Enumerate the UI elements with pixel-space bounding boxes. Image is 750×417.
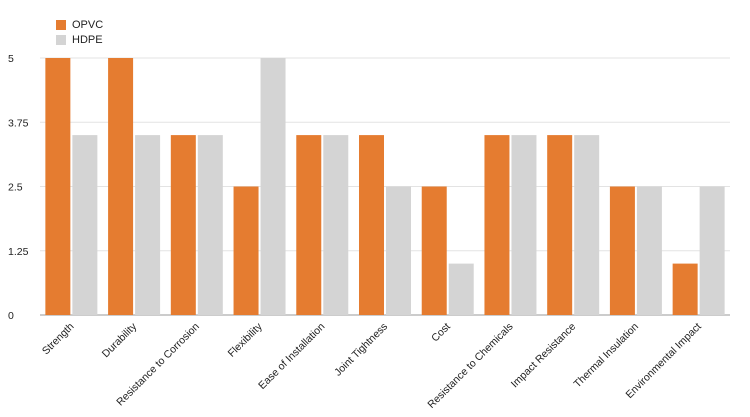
bar-hdpe (574, 135, 600, 315)
bar-opvc (296, 135, 322, 315)
bar-opvc (547, 135, 573, 315)
bar-opvc (672, 263, 698, 315)
bar-hdpe (699, 186, 725, 315)
bar-opvc (359, 135, 384, 315)
bar-hdpe (636, 186, 662, 315)
x-tick-label: Flexibility (226, 320, 266, 360)
y-tick-label: 5 (8, 53, 14, 65)
y-tick-label: 1.25 (8, 246, 29, 258)
x-tick-label: Joint Tightness (332, 321, 390, 379)
legend-label-hdpe: HDPE (72, 33, 103, 46)
y-tick-label: 2.5 (8, 182, 23, 194)
y-tick-label: 0 (8, 310, 14, 322)
legend-swatch-hdpe (56, 34, 66, 45)
x-tick-label: Thermal Insulation (571, 321, 641, 391)
bar-opvc (484, 135, 510, 315)
bar-hdpe (135, 135, 161, 315)
bar-hdpe (511, 135, 537, 315)
bar-opvc (421, 186, 447, 315)
legend-item-hdpe: HDPE (56, 32, 103, 47)
bar-opvc (108, 58, 134, 315)
bar-hdpe (72, 135, 98, 315)
bar-opvc (609, 186, 635, 315)
bar-hdpe (448, 263, 474, 315)
bar-hdpe (260, 58, 286, 315)
y-tick-label: 3.75 (8, 117, 29, 129)
legend: OPVC HDPE (56, 17, 103, 47)
legend-label-opvc: OPVC (72, 18, 104, 31)
x-tick-label: Durability (100, 320, 140, 360)
bar-hdpe (197, 135, 223, 315)
legend-item-opvc: OPVC (56, 17, 103, 32)
bar-hdpe (323, 135, 349, 315)
bar-hdpe (386, 186, 411, 315)
bar-opvc (233, 186, 259, 315)
x-tick-label: Impact Resistance (509, 321, 579, 391)
x-tick-label: Ease of Installation (256, 321, 327, 392)
bar-opvc (45, 58, 71, 315)
x-tick-label: Cost (429, 321, 453, 345)
bar-opvc (170, 135, 196, 315)
legend-swatch-opvc (56, 19, 66, 30)
x-tick-label: Strength (40, 321, 77, 358)
